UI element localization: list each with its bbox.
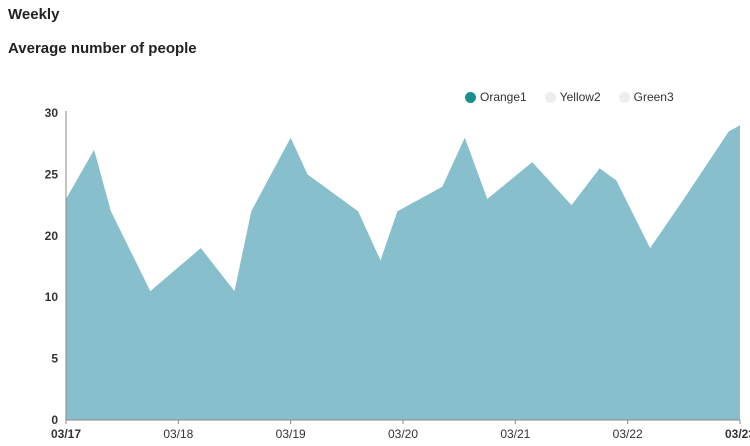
legend-label: Green3 — [633, 90, 674, 104]
legend-item-orange1[interactable]: Orange1 — [465, 90, 527, 104]
legend-label: Orange1 — [480, 90, 527, 104]
y-tick-label: 20 — [45, 229, 59, 243]
x-tick-label: 03/21 — [500, 427, 530, 441]
y-tick-label: 5 — [51, 352, 58, 366]
x-tick-label: 03/23 — [725, 427, 750, 441]
chart-legend: Orange1 Yellow2 Green3 — [465, 90, 674, 104]
legend-label: Yellow2 — [559, 90, 601, 104]
y-tick-label: 30 — [45, 106, 59, 120]
y-tick-label: 0 — [51, 413, 58, 427]
x-tick-label: 03/18 — [163, 427, 193, 441]
y-tick-label: 25 — [45, 167, 59, 181]
legend-dot-icon — [618, 91, 630, 103]
y-tick-label: 10 — [45, 290, 59, 304]
chart-period-title: Weekly — [8, 6, 60, 23]
legend-item-yellow2[interactable]: Yellow2 — [544, 90, 601, 104]
x-tick-label: 03/20 — [388, 427, 418, 441]
legend-dot-icon — [465, 91, 476, 103]
x-tick-label: 03/17 — [51, 427, 81, 441]
series-area-orange1 — [66, 125, 740, 421]
legend-item-green3[interactable]: Green3 — [618, 90, 674, 104]
x-tick-label: 03/22 — [613, 427, 643, 441]
legend-dot-icon — [544, 91, 556, 103]
chart-subtitle: Average number of people — [8, 40, 197, 57]
x-tick-label: 03/19 — [276, 427, 306, 441]
